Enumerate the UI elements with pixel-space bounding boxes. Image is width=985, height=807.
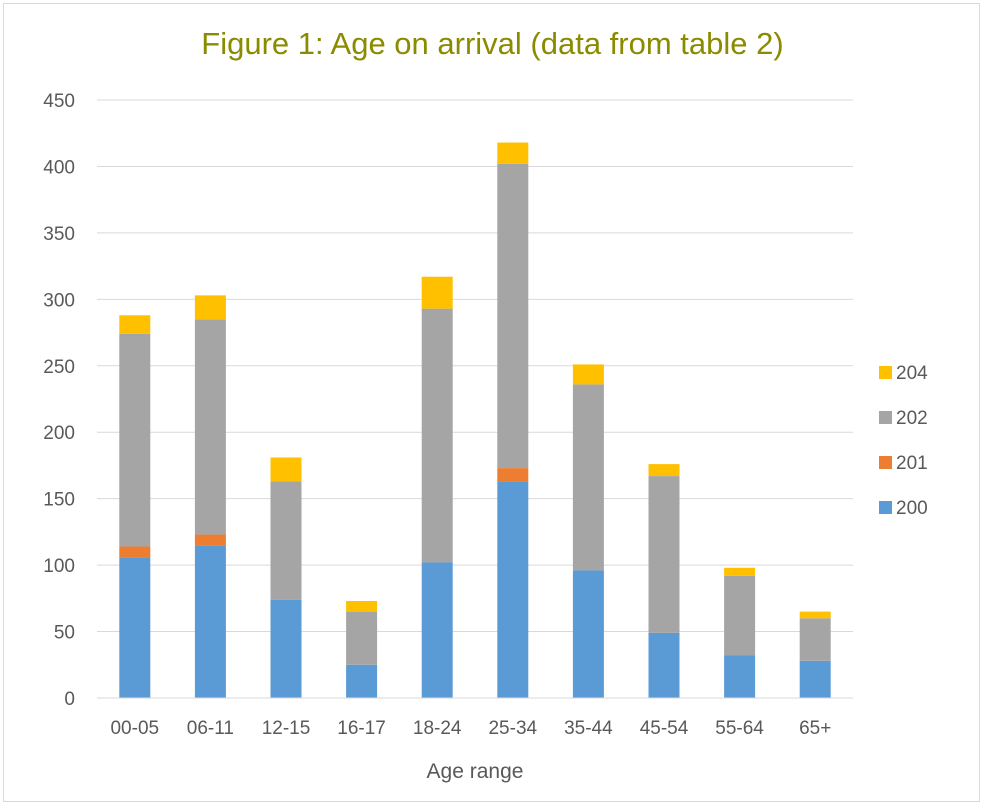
legend: 204 202 201 200	[879, 363, 928, 519]
bar-stack-12-15	[270, 457, 302, 698]
bar-segment-204	[572, 364, 604, 385]
legend-swatch	[879, 456, 892, 469]
x-tick-label: 18-24	[413, 718, 462, 739]
x-tick-label: 45-54	[640, 718, 689, 739]
bar-segment-202	[648, 476, 680, 633]
bar-segment-202	[799, 618, 831, 661]
bar-segment-204	[421, 276, 453, 309]
chart-title: Figure 1: Age on arrival (data from tabl…	[201, 26, 784, 61]
y-tick-label: 300	[43, 290, 75, 311]
bar-stack-35-44	[572, 364, 604, 698]
bar-segment-200	[119, 557, 151, 698]
bar-segment-200	[799, 660, 831, 698]
x-tick-label: 00-05	[110, 718, 159, 739]
x-axis-ticks: 00-05 06-11 12-15 16-17 18-24 25-34 35-44 45-54…	[110, 718, 831, 739]
legend-swatch	[879, 411, 892, 424]
bar-segment-202	[194, 319, 226, 535]
bar-segment-202	[497, 163, 529, 469]
x-tick-label: 25-34	[488, 718, 537, 739]
bar-segment-204	[724, 567, 756, 576]
bars	[119, 142, 831, 698]
bar-stack-25-34	[497, 142, 529, 698]
y-tick-label: 100	[43, 556, 75, 577]
y-tick-label: 50	[54, 623, 75, 644]
y-tick-label: 150	[43, 490, 75, 511]
legend-label: 204	[896, 363, 928, 384]
y-tick-label: 450	[43, 91, 75, 112]
x-tick-label: 65+	[799, 718, 831, 739]
legend-swatch	[879, 366, 892, 379]
bar-stack-65+	[799, 611, 831, 698]
legend-entry-202: 202	[879, 408, 928, 429]
legend-entry-201: 201	[879, 453, 928, 474]
bar-stack-06-11	[194, 295, 226, 698]
y-tick-label: 400	[43, 157, 75, 178]
y-tick-label: 0	[64, 689, 75, 710]
bar-segment-204	[648, 464, 680, 477]
bar-segment-201	[497, 468, 529, 482]
y-tick-label: 200	[43, 423, 75, 444]
bar-segment-204	[799, 611, 831, 619]
bar-stack-00-05	[119, 315, 151, 698]
y-axis-ticks: 0 50 100 150 200 250 300 350 400 450	[43, 91, 75, 710]
bar-segment-200	[572, 570, 604, 698]
y-tick-label: 250	[43, 357, 75, 378]
bar-stack-55-64	[724, 567, 756, 698]
bar-segment-201	[194, 534, 226, 546]
bar-segment-202	[119, 333, 151, 547]
bar-segment-204	[346, 600, 378, 612]
bar-segment-200	[346, 664, 378, 698]
y-tick-label: 350	[43, 224, 75, 245]
legend-label: 201	[896, 453, 928, 474]
x-tick-label: 12-15	[262, 718, 311, 739]
bar-segment-200	[724, 655, 756, 698]
legend-entry-204: 204	[879, 363, 928, 384]
legend-swatch	[879, 501, 892, 514]
legend-label: 202	[896, 408, 928, 429]
bar-segment-200	[270, 599, 302, 698]
bar-segment-204	[497, 142, 529, 164]
x-tick-label: 06-11	[187, 718, 234, 739]
bar-segment-200	[497, 481, 529, 698]
bar-segment-202	[346, 611, 378, 665]
bar-segment-200	[421, 562, 453, 698]
x-axis-title: Age range	[427, 760, 524, 783]
bar-segment-200	[648, 632, 680, 698]
legend-label: 200	[896, 498, 928, 519]
bar-segment-201	[119, 546, 151, 558]
bar-stack-45-54	[648, 464, 680, 698]
bar-segment-204	[270, 457, 302, 482]
x-tick-label: 55-64	[715, 718, 764, 739]
bar-segment-202	[572, 384, 604, 571]
bar-segment-202	[270, 481, 302, 600]
x-tick-label: 16-17	[337, 718, 386, 739]
bar-segment-202	[724, 575, 756, 656]
bar-stack-16-17	[346, 600, 378, 698]
bar-segment-200	[194, 545, 226, 698]
bar-segment-202	[421, 308, 453, 563]
bar-segment-204	[119, 315, 151, 334]
legend-entry-200: 200	[879, 498, 928, 519]
x-tick-label: 35-44	[564, 718, 613, 739]
bar-stack-18-24	[421, 276, 453, 698]
bar-segment-204	[194, 295, 226, 320]
